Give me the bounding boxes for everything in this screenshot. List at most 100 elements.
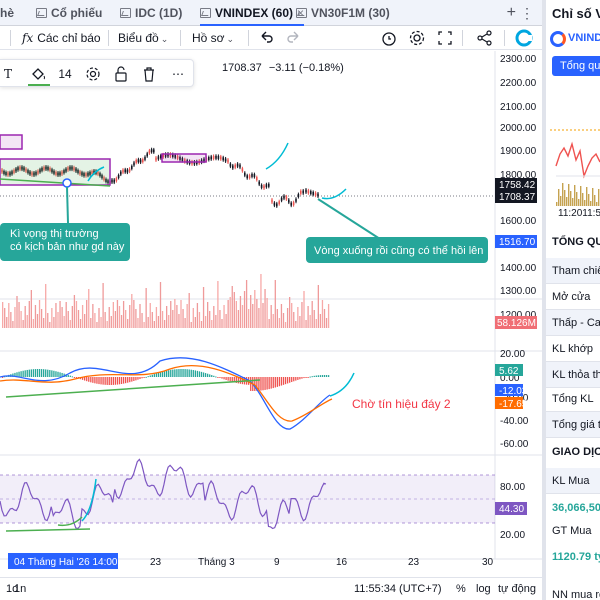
range-1d-button[interactable]: 1d: [6, 583, 19, 595]
tab-vn30f1m[interactable]: VN30F1M (30): [296, 0, 390, 26]
fullscreen-button[interactable]: [436, 26, 454, 50]
macd-histogram-bar: [26, 369, 28, 377]
macd-histogram-bar: [67, 374, 69, 377]
tab-vnindex[interactable]: VNINDEX (60) ×: [200, 0, 305, 26]
mini-volume-bar: [572, 198, 574, 206]
candle-body: [292, 202, 295, 206]
candle-body: [268, 183, 270, 187]
volume-bar: [79, 319, 82, 328]
volume-bar: [75, 301, 78, 328]
macd-histogram-bar: [307, 377, 309, 378]
mini-volume-bar: [562, 183, 564, 206]
overview-button[interactable]: Tổng quan: [552, 56, 600, 76]
font-size-button[interactable]: 14: [58, 67, 72, 81]
volume-label-badge: [495, 316, 537, 329]
share-button[interactable]: [476, 26, 494, 50]
candle-body: [77, 169, 79, 173]
alarm-clock-icon: [382, 32, 396, 46]
candle-body: [23, 167, 25, 171]
settings-button[interactable]: [408, 26, 426, 50]
add-tab-icon[interactable]: +: [506, 4, 516, 21]
kl-mua-value: 36,066,50: [552, 502, 600, 514]
candle-body: [295, 198, 297, 202]
macd-histogram-bar: [157, 372, 160, 377]
volume-bar: [137, 318, 139, 328]
percent-toggle[interactable]: %: [456, 583, 466, 595]
candle-body: [144, 156, 146, 160]
volume-bar: [153, 321, 155, 328]
macd-histogram-bar: [137, 377, 139, 380]
macd-histogram-bar: [108, 377, 110, 385]
candle-body: [305, 189, 307, 193]
volume-bar: [88, 289, 90, 328]
volume-bar: [131, 294, 133, 328]
macd-histogram-bar: [264, 377, 266, 390]
auto-toggle[interactable]: tự động: [498, 583, 536, 595]
volume-bar: [278, 318, 281, 328]
price-axis-tick: 2200.00: [500, 78, 537, 89]
macd-histogram-bar: [20, 371, 22, 377]
more-horizontal-icon[interactable]: ⋯: [172, 67, 184, 81]
price-chart[interactable]: 2300.00 2200.00 2100.00 2000.00 1900.00 1800.…: [0, 51, 542, 577]
lock-button[interactable]: [112, 65, 130, 83]
mini-volume-bar: [568, 184, 570, 206]
undo-button[interactable]: [258, 26, 274, 50]
lock-icon: [115, 66, 127, 82]
price-axis-tick: 2000.00: [500, 123, 537, 134]
volume-bar: [241, 305, 244, 328]
macd-histogram-bar: [22, 370, 24, 377]
volume-bar: [243, 291, 246, 328]
redo-button[interactable]: [286, 26, 302, 50]
tab-co-phieu[interactable]: Cổ phiếu: [36, 0, 102, 26]
candle-body: [297, 194, 300, 198]
candle-body: [317, 193, 319, 197]
macd-histogram-bar: [215, 376, 217, 378]
candle-body: [200, 159, 203, 163]
candle-body: [99, 173, 101, 177]
profile-button[interactable]: Hồ sơ ⌄: [192, 31, 235, 45]
fill-color-button[interactable]: [28, 65, 48, 83]
indicators-button[interactable]: fx Các chỉ báo: [22, 31, 101, 45]
volume-bar: [213, 306, 215, 328]
candle-body: [191, 161, 193, 165]
volume-bar: [127, 319, 129, 328]
volume-bar: [36, 314, 39, 328]
macd-histogram-bar: [299, 377, 301, 380]
candle-body: [227, 159, 229, 163]
candle-body: [312, 191, 314, 195]
mini-volume-bar: [590, 201, 592, 206]
range-1n-button[interactable]: 1n: [14, 583, 27, 595]
tab-bar: hè Cổ phiếu IDC (1D) VNINDEX (60) × VN30F…: [0, 0, 542, 26]
tab-idc[interactable]: IDC (1D): [120, 0, 182, 26]
macd-histogram-bar: [317, 375, 319, 377]
settings-button[interactable]: [84, 65, 102, 83]
mini-volume-bar: [592, 188, 594, 206]
mini-chart-time: 11:2011:5: [558, 208, 600, 219]
macd-histogram-bar: [256, 377, 258, 391]
chart-type-button[interactable]: Biểu đồ ⌄: [118, 31, 169, 45]
candle-body: [126, 169, 129, 173]
tab-partial[interactable]: hè: [0, 6, 15, 20]
macd-histogram-bar: [129, 377, 131, 383]
text-tool-icon[interactable]: T: [3, 67, 12, 81]
volume-bar: [57, 312, 59, 328]
candle-body: [193, 161, 196, 165]
candle-body: [13, 169, 15, 173]
delete-button[interactable]: [140, 65, 158, 83]
candle-body: [79, 171, 81, 175]
log-toggle[interactable]: log: [476, 583, 491, 595]
callout-pointer: [317, 198, 381, 240]
macd-histogram-bar: [270, 377, 272, 389]
macd-histogram-bar: [262, 377, 264, 391]
alert-button[interactable]: [380, 26, 398, 50]
time-axis-tick: 30: [482, 557, 494, 568]
macd-histogram-bar: [149, 375, 151, 377]
macd-histogram-bar: [291, 377, 293, 383]
chart-area[interactable]: 2300.00 2200.00 2100.00 2000.00 1900.00 1800.…: [0, 51, 542, 577]
macd-histogram-bar: [47, 369, 49, 377]
more-vertical-icon[interactable]: ⋮: [520, 5, 534, 21]
panel-divider[interactable]: [542, 0, 546, 600]
price-legend: 1708.37 −3.11 (−0.18%): [222, 62, 344, 74]
candle-body: [89, 171, 91, 175]
volume-bar: [260, 274, 262, 328]
